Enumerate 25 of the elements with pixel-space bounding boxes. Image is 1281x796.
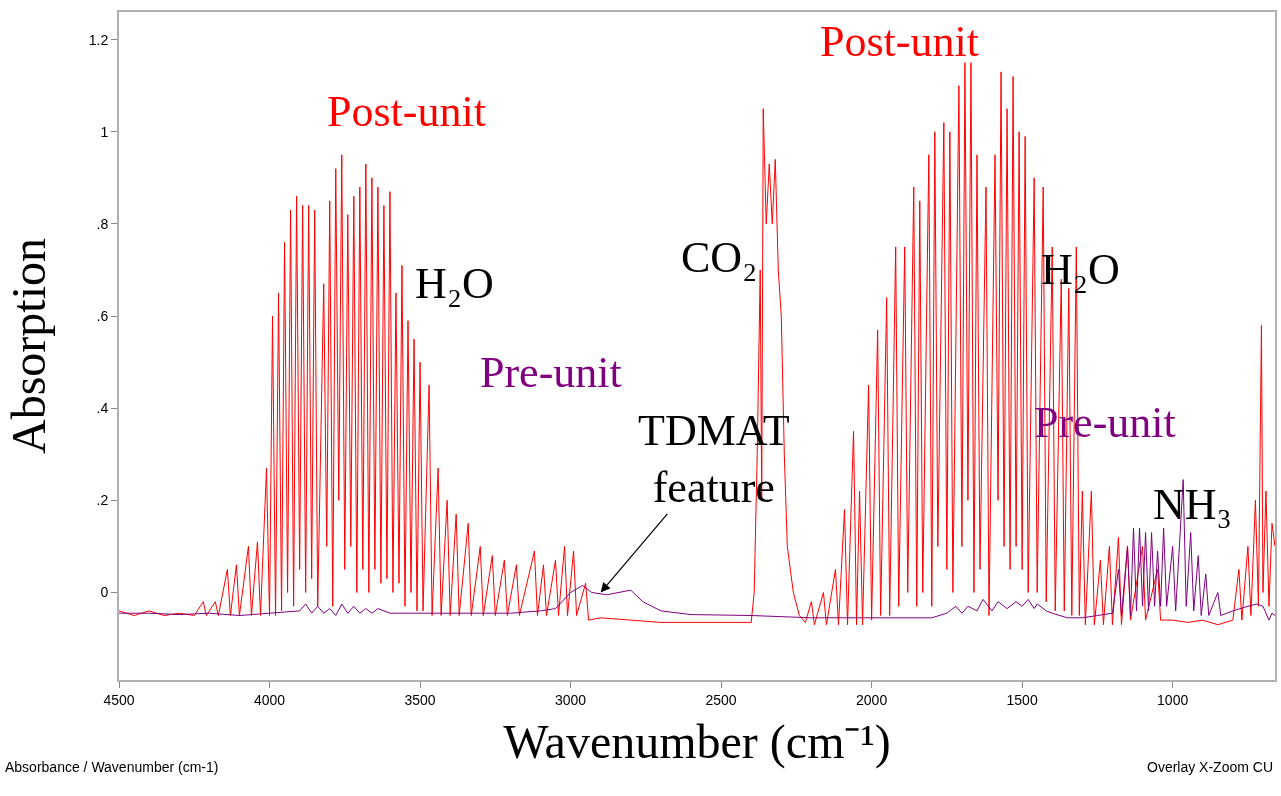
x-tick-label: 2000 bbox=[856, 691, 888, 708]
x-tick-label: 1500 bbox=[1006, 691, 1038, 708]
annotation: CO₂ bbox=[681, 233, 758, 282]
x-tick-label: 2500 bbox=[705, 691, 737, 708]
x-tick-label: 1000 bbox=[1157, 691, 1189, 708]
y-tick-label: .4 bbox=[96, 400, 109, 417]
x-axis-title: Wavenumber (cm⁻¹) bbox=[503, 715, 891, 770]
y-tick-label: .6 bbox=[96, 307, 109, 324]
series-label: Post-unit bbox=[820, 17, 979, 66]
y-tick-label: .8 bbox=[96, 215, 109, 232]
text: Overlay X-Zoom CU bbox=[1147, 759, 1274, 775]
y-axis-title: Absorption bbox=[1, 238, 55, 454]
line-series bbox=[119, 62, 1275, 626]
y-tick-label: 1.2 bbox=[88, 31, 109, 48]
text: Absorbance / Wavenumber (cm-1) bbox=[5, 759, 219, 775]
y-tick-label: 1 bbox=[100, 123, 109, 140]
text: Post-unit bbox=[327, 87, 486, 136]
y-tick-label: .2 bbox=[96, 492, 109, 509]
x-tick-label: 4000 bbox=[253, 691, 286, 708]
x-tick-label: 3000 bbox=[554, 691, 587, 708]
text: Pre-unit bbox=[480, 348, 622, 397]
annotation: H₂O bbox=[415, 259, 494, 308]
x-tick-label: 4500 bbox=[103, 691, 135, 708]
x-tick-label: 3500 bbox=[404, 691, 436, 708]
y-tick-label: 0 bbox=[100, 584, 109, 601]
